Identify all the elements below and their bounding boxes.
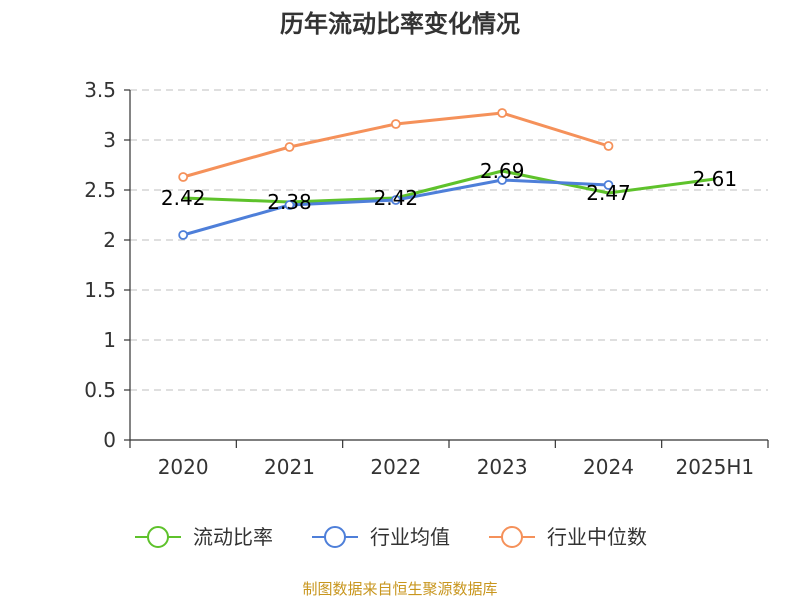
x-tick-label: 2023: [477, 455, 528, 479]
data-point: [390, 195, 401, 205]
data-point: [284, 200, 295, 210]
legend-label: 行业中位数: [547, 525, 647, 549]
legend-marker: [324, 526, 346, 548]
x-tick-label: 2020: [158, 455, 209, 479]
legend-item: 行业中位数: [489, 525, 647, 549]
data-label: 2.69: [480, 159, 525, 183]
y-tick-label: 3.5: [84, 78, 116, 102]
legend-item: 流动比率: [135, 525, 273, 549]
legend-marker: [501, 526, 523, 548]
y-tick-label: 3: [103, 128, 116, 152]
y-tick-label: 0: [103, 428, 116, 452]
y-tick-label: 2.5: [84, 178, 116, 202]
data-point: [497, 175, 508, 185]
y-tick-label: 2: [103, 228, 116, 252]
x-tick-label: 2025H1: [675, 455, 754, 479]
data-label: 2.38: [267, 190, 312, 214]
x-tick-label: 2021: [264, 455, 315, 479]
y-tick-label: 1: [103, 328, 116, 352]
data-label: 2.42: [374, 186, 419, 210]
data-point: [178, 172, 189, 182]
data-point: [390, 119, 401, 129]
legend-label: 流动比率: [193, 525, 273, 549]
series-line-1: [183, 169, 716, 204]
legend-label: 行业均值: [370, 525, 450, 549]
data-label: 2.47: [586, 181, 631, 205]
data-point: [284, 142, 295, 152]
data-label: 2.42: [161, 186, 206, 210]
x-tick-label: 2022: [370, 455, 421, 479]
data-point: [178, 230, 189, 240]
data-point: [603, 180, 614, 190]
y-tick-label: 1.5: [84, 278, 116, 302]
chart-title: 历年流动比率变化情况: [280, 10, 520, 38]
data-point: [603, 141, 614, 151]
data-label: 2.61: [693, 167, 738, 191]
x-tick-label: 2024: [583, 455, 634, 479]
legend-item: 行业均值: [312, 525, 450, 549]
y-tick-label: 0.5: [84, 378, 116, 402]
data-point: [497, 108, 508, 118]
data-source-note: 制图数据来自恒生聚源数据库: [302, 580, 498, 598]
legend-marker: [147, 526, 169, 548]
